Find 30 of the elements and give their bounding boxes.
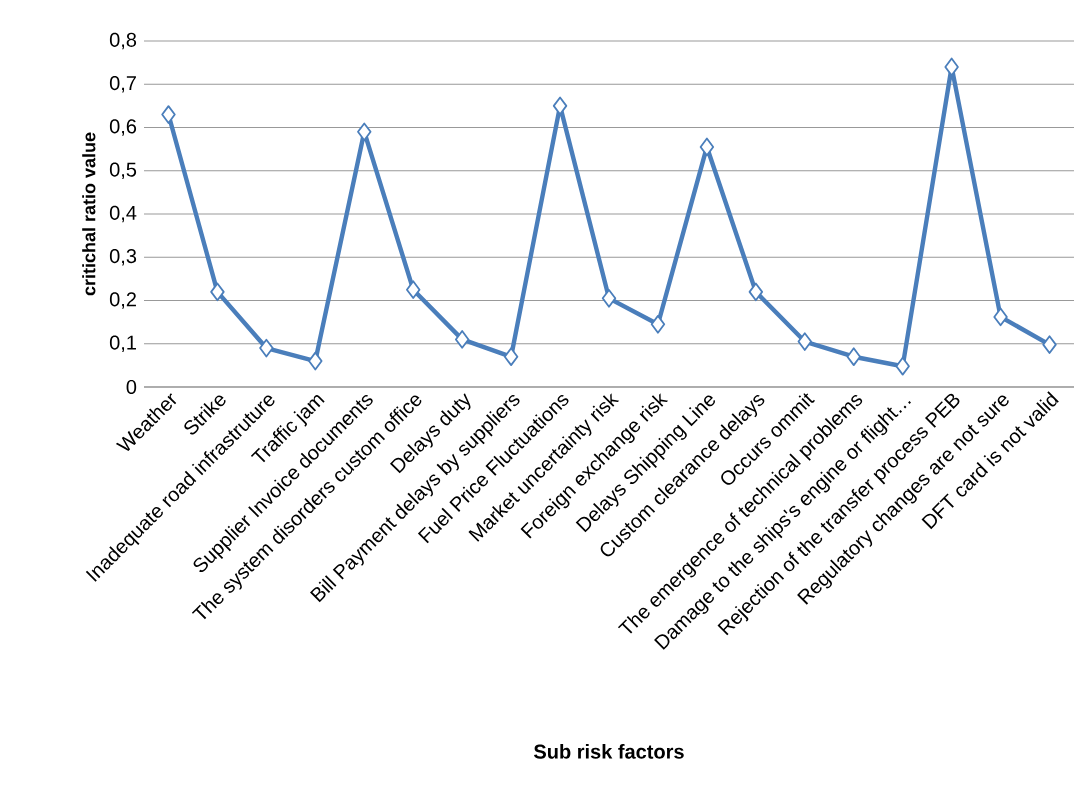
y-tick-label: 0,5	[109, 162, 137, 180]
y-tick-label: 0,3	[109, 248, 137, 266]
point	[699, 137, 715, 157]
point	[210, 282, 225, 302]
y-axis-title: critichal ratio value	[82, 132, 96, 296]
point	[259, 338, 274, 358]
point	[503, 347, 519, 367]
point	[308, 351, 323, 371]
y-tick-label: 0,4	[109, 205, 137, 223]
point	[944, 57, 959, 77]
point	[406, 280, 421, 299]
point	[161, 105, 176, 124]
point	[895, 356, 910, 376]
point	[650, 314, 666, 334]
point	[601, 289, 617, 308]
y-tick-label: 0,7	[109, 75, 136, 93]
y-tick-label: 0,2	[109, 292, 136, 309]
point	[993, 307, 1008, 327]
point	[454, 330, 470, 349]
point	[1042, 335, 1057, 354]
y-tick-label: 0	[126, 379, 137, 395]
point	[552, 96, 568, 116]
y-tick-label: 0,1	[109, 335, 136, 353]
y-tick-label: 0,8	[109, 32, 137, 50]
x-axis-title: Sub risk factors	[533, 744, 684, 759]
point	[748, 282, 764, 302]
point	[797, 332, 812, 351]
point	[846, 347, 861, 367]
y-tick-label: 0,6	[109, 119, 137, 136]
point	[357, 122, 372, 142]
